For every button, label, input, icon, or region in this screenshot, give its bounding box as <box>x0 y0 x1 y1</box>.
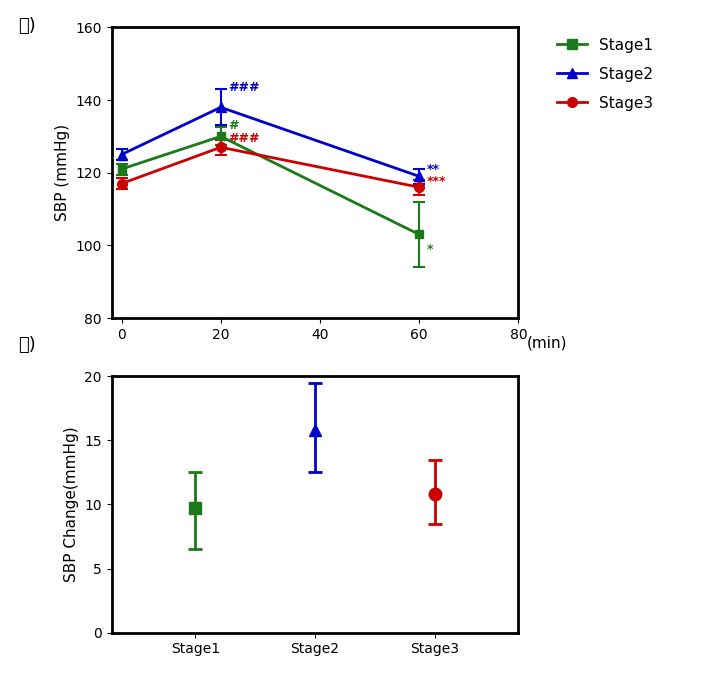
Text: ***: *** <box>427 175 446 188</box>
Text: 가): 가) <box>18 17 36 35</box>
Text: ###: ### <box>228 81 260 94</box>
Legend: Stage1, Stage2, Stage3: Stage1, Stage2, Stage3 <box>551 32 660 117</box>
Y-axis label: SBP Change(mmHg): SBP Change(mmHg) <box>63 427 78 582</box>
Text: *: * <box>427 243 433 256</box>
Text: ###: ### <box>228 132 260 145</box>
Text: **: ** <box>427 163 440 176</box>
Y-axis label: SBP (mmHg): SBP (mmHg) <box>55 124 70 221</box>
Text: 나): 나) <box>18 337 36 354</box>
Text: #: # <box>228 119 239 132</box>
Text: (min): (min) <box>526 336 567 350</box>
